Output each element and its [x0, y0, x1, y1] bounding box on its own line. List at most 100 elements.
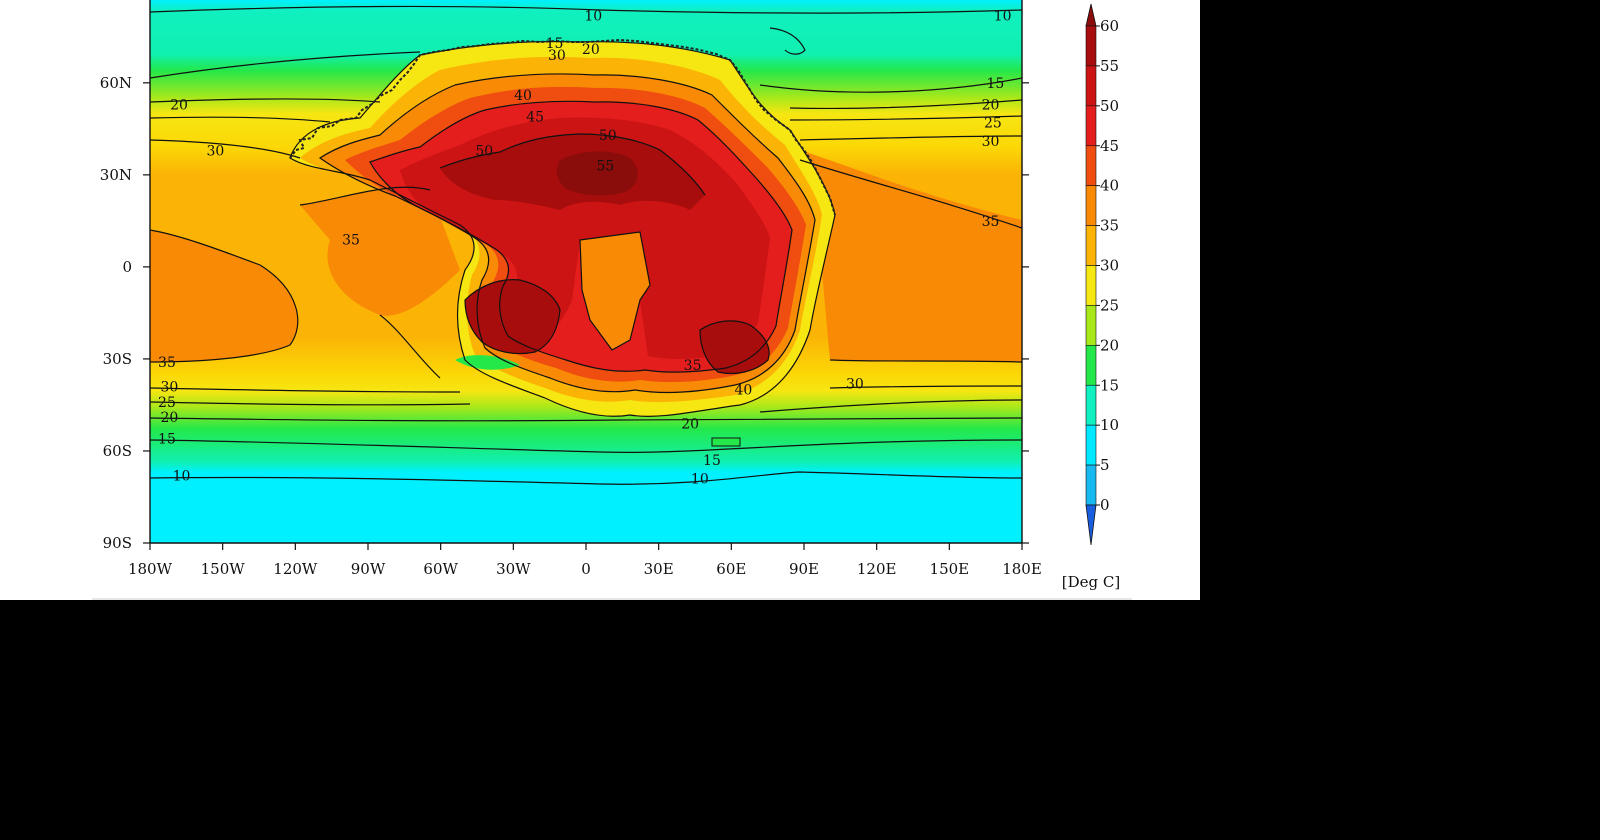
colorbar-swatch: [1085, 3, 1097, 27]
small-island: [711, 437, 741, 447]
contour-lines: [150, 5, 1022, 485]
contour-line: [829, 385, 1022, 389]
contour-label: 30: [160, 380, 178, 396]
lat-tick-label: 90S: [103, 534, 132, 552]
contour-label: 40: [514, 88, 532, 104]
continent-55c-southeast: [700, 320, 770, 374]
contour-label: 50: [475, 143, 493, 159]
colorbar-swatch: [1085, 504, 1097, 546]
colorbar-label: 60: [1100, 17, 1119, 35]
lon-tick-label: 60W: [423, 560, 458, 578]
colorbar-label: 15: [1100, 376, 1119, 394]
contour-line: [150, 139, 301, 159]
colorbar-swatch: [1085, 265, 1097, 306]
lon-tick-label: 150W: [201, 560, 246, 578]
contour-label: 20: [582, 42, 600, 58]
contour-line: [150, 229, 299, 363]
ocean-warm-region-east: [800, 150, 1022, 362]
continent-55c-southwest: [465, 279, 560, 354]
contour-line: [150, 417, 1022, 422]
colorbar-swatch: [1085, 345, 1097, 386]
colorbar-swatch: [1085, 65, 1097, 107]
contour-label: 35: [158, 355, 176, 371]
contour-label: 50: [599, 128, 617, 144]
contour-label: 35: [684, 358, 702, 374]
colorbar-label: 10: [1100, 416, 1119, 434]
lat-tick-label: 30S: [103, 350, 132, 368]
colorbar-label: 25: [1100, 296, 1119, 314]
colorbar-swatch: [1085, 384, 1097, 426]
contour-line: [150, 51, 421, 79]
contour-label: 30: [846, 376, 864, 392]
lon-tick-label: 60E: [716, 560, 746, 578]
contour-line: [759, 399, 1022, 413]
contour-label: 20: [160, 410, 178, 426]
south-coast-cool-tongue: [455, 355, 520, 370]
contour-label: 30: [206, 143, 224, 159]
lon-tick-label: 90W: [351, 560, 386, 578]
colorbar-swatch: [1085, 305, 1097, 346]
contour-label: 20: [982, 97, 1000, 113]
colorbar-swatch: [1085, 424, 1097, 466]
temperature-map-figure: 10 10 15 30 20 15 20 20 25 30 30 35 35 40 45 50 50 55 35 30…: [0, 0, 1200, 600]
contour-line: [789, 115, 1022, 121]
contour-line: [150, 387, 461, 393]
contour-line: [150, 439, 1022, 453]
contour-line: [439, 133, 706, 196]
lat-tick-label: 60S: [103, 442, 132, 460]
colorbar-label: 5: [1100, 456, 1110, 474]
contour-label: 35: [342, 232, 360, 248]
colorbar-label: 50: [1100, 97, 1119, 115]
colorbar-label: 35: [1100, 217, 1119, 235]
lon-tick-label: 150E: [930, 560, 970, 578]
contour-line: [318, 73, 816, 394]
contour-line: [150, 98, 381, 103]
colorbar-swatch: [1085, 105, 1097, 147]
contour-line: [299, 186, 431, 206]
colorbar-swatch: [1085, 25, 1097, 67]
contour-line: [799, 135, 1022, 141]
colorbar-swatch: [1085, 185, 1097, 226]
contour-line: [150, 471, 1022, 485]
colorbar-label: 55: [1100, 57, 1119, 75]
colorbar-swatch: [1085, 225, 1097, 266]
contour-line: [829, 359, 1022, 363]
lat-tick-label: 0: [122, 258, 132, 276]
contour-line: [769, 27, 806, 55]
lon-tick-label: 180W: [128, 560, 173, 578]
ocean-warm-pool-west: [150, 230, 298, 362]
colorbar-swatch: [1085, 145, 1097, 186]
lon-tick-label: 30E: [644, 560, 674, 578]
contour-label: 20: [681, 416, 699, 432]
lat-tick-label: 60N: [100, 74, 132, 92]
ocean-warm-region-central: [300, 187, 460, 316]
contour-label: 35: [982, 214, 1000, 230]
coastline: [289, 38, 836, 216]
contour-line: [150, 401, 471, 406]
lat-tick-label: 30N: [100, 166, 132, 184]
contour-label: 55: [596, 159, 614, 175]
contour-line: [379, 314, 441, 379]
contour-line: [789, 99, 1022, 110]
contour-label: 10: [994, 8, 1012, 24]
colorbar-label: 40: [1100, 177, 1119, 195]
contour-label: 15: [986, 76, 1004, 92]
lon-tick-label: 0: [581, 560, 591, 578]
contour-label: 10: [584, 8, 602, 24]
lon-tick-label: 30W: [496, 560, 531, 578]
contour-line: [150, 116, 331, 123]
contour-label: 15: [158, 432, 176, 448]
contour-line: [464, 279, 561, 355]
lon-tick-label: 90E: [789, 560, 819, 578]
contour-label: 15: [546, 36, 564, 52]
colorbar-label: 20: [1100, 336, 1119, 354]
longitude-ticks: 180W 150W 120W 90W 60W 30W 0 30E 60E 90E 120E 150E 1…: [128, 543, 1042, 578]
contour-label: 45: [526, 110, 544, 126]
colorbar-label: 0: [1100, 496, 1110, 514]
inland-sea: [580, 232, 650, 350]
lon-tick-label: 120E: [857, 560, 897, 578]
contour-label: 30: [982, 134, 1000, 150]
